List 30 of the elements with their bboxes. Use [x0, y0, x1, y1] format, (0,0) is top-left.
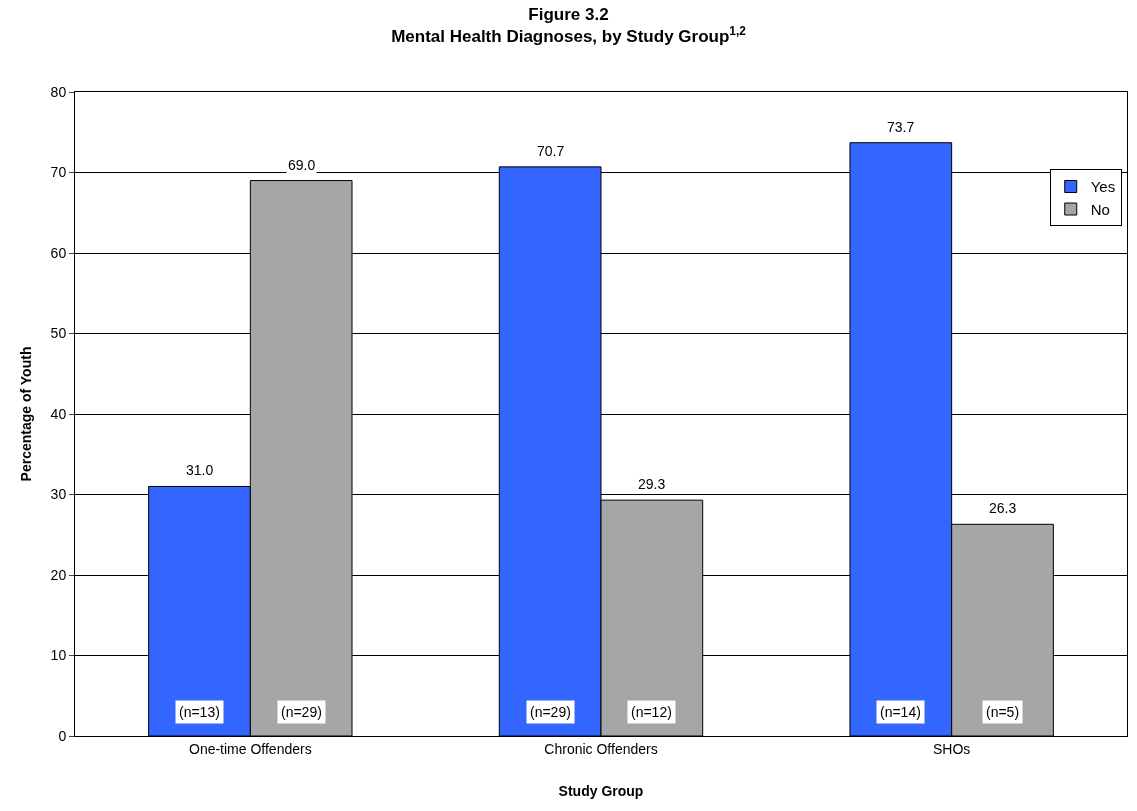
x-tick-label: SHOs	[933, 740, 971, 757]
data-label: 26.3	[989, 500, 1017, 516]
data-label: 70.7	[537, 143, 565, 159]
y-axis-title: Percentage of Youth	[18, 346, 35, 482]
y-tick-label: 60	[50, 244, 67, 261]
legend-label: Yes	[1090, 178, 1116, 196]
y-tick-label: 0	[58, 727, 67, 744]
y-tick-label: 70	[50, 164, 67, 181]
data-label: 29.3	[638, 476, 666, 492]
x-tick-label: Chronic Offenders	[544, 740, 658, 757]
legend-label: No	[1090, 200, 1110, 218]
annotation: (n=29)	[281, 704, 322, 720]
y-tick-label: 50	[50, 325, 67, 342]
data-label: 73.7	[887, 119, 915, 135]
y-tick-label: 80	[50, 83, 67, 100]
chart-subtitle: Mental Health Diagnoses, by Study Group$^{1,2}$	[391, 24, 747, 47]
annotation: (n=14)	[880, 704, 921, 720]
annotation: (n=13)	[179, 704, 220, 720]
data-label: 69.0	[288, 157, 316, 173]
annotation: (n=29)	[530, 704, 571, 720]
annotation: (n=12)	[631, 704, 672, 720]
chart-title: Figure 3.2	[528, 5, 609, 25]
x-tick-label: One-time Offenders	[188, 740, 312, 757]
x-axis-title: Study Group	[558, 783, 644, 800]
y-tick-label: 10	[50, 647, 67, 664]
y-tick-label: 40	[50, 405, 67, 422]
annotation: (n=5)	[986, 704, 1020, 720]
data-label: 31.0	[186, 462, 214, 478]
y-tick-label: 30	[50, 486, 67, 503]
y-tick-label: 20	[50, 566, 67, 583]
